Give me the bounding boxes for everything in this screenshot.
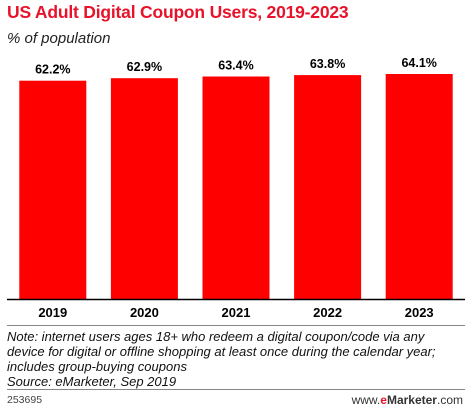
chart-note: Note: internet users ages 18+ who redeem… [7, 329, 465, 389]
x-tick-label-2021: 2021 [222, 305, 251, 320]
chart-subtitle: % of population [7, 30, 111, 47]
bar-2022 [294, 75, 362, 299]
bar-2020 [110, 78, 178, 299]
data-label-2022: 63.8% [310, 57, 345, 71]
bar-2023 [385, 74, 453, 299]
brand-logo: www.eMarketer.com [352, 393, 463, 407]
data-label-2023: 64.1% [401, 56, 436, 70]
brand-name: Marketer [386, 393, 437, 407]
chart-title: US Adult Digital Coupon Users, 2019-2023 [7, 2, 349, 22]
bar-2019 [19, 80, 87, 299]
note-line: Note: internet users ages 18+ who redeem… [7, 329, 425, 344]
data-label-2019: 62.2% [35, 63, 70, 77]
x-tick-label-2023: 2023 [405, 305, 434, 320]
brand-e: e [380, 393, 387, 407]
source-line: Source: eMarketer, Sep 2019 [7, 374, 177, 389]
note-line: device for digital or offline shopping a… [7, 344, 436, 359]
x-tick-label-2022: 2022 [313, 305, 342, 320]
bar-2021 [202, 76, 270, 299]
footer-divider [7, 389, 465, 390]
chart-id: 253695 [7, 394, 43, 406]
x-tick-label-2020: 2020 [130, 305, 159, 320]
note-line: includes group-buying coupons [7, 359, 187, 374]
data-label-2021: 63.4% [218, 59, 253, 73]
brand-prefix: www. [351, 393, 381, 407]
brand-suffix: .com [436, 393, 463, 407]
x-tick-label-2019: 2019 [38, 305, 67, 320]
data-label-2020: 62.9% [127, 60, 162, 74]
